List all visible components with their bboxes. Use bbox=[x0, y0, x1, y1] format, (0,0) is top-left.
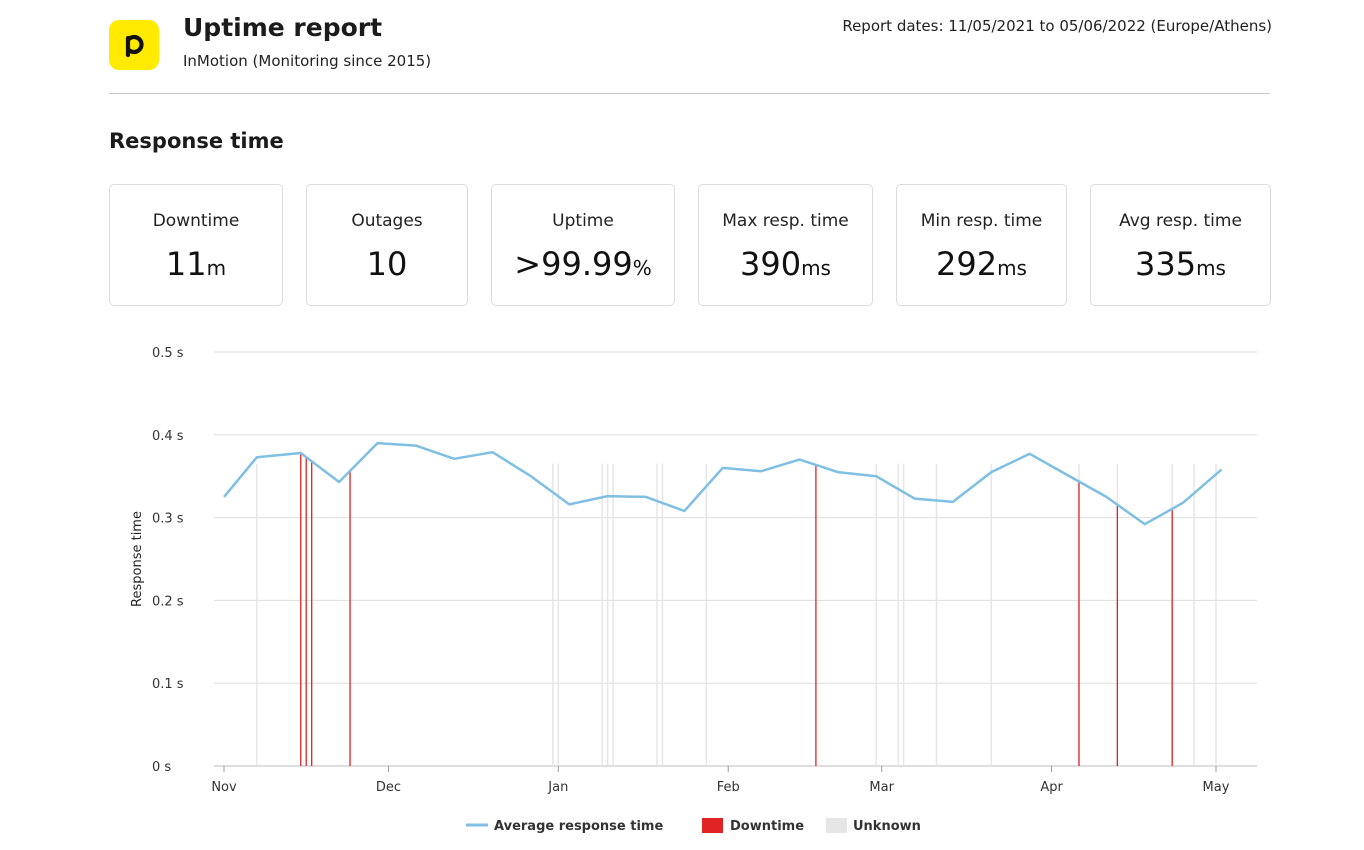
section-title: Response time bbox=[109, 129, 284, 153]
y-tick-label: 0.3 s bbox=[152, 512, 184, 527]
stat-label: Outages bbox=[351, 211, 423, 231]
stat-label: Min resp. time bbox=[920, 211, 1043, 231]
stat-card-uptime: Uptime >99.99% bbox=[491, 184, 675, 306]
stat-value: >99.99% bbox=[514, 245, 652, 283]
response-time-chart: 0 s 0.1 s 0.2 s 0.3 s 0.4 s 0.5 s Response tim… bbox=[130, 346, 1257, 834]
legend-label: Average response time bbox=[494, 819, 663, 834]
stat-label: Avg resp. time bbox=[1119, 211, 1242, 231]
stat-value: 292ms bbox=[936, 245, 1027, 283]
y-tick-label: 0 s bbox=[152, 760, 171, 775]
stat-unit: ms bbox=[1196, 256, 1226, 280]
series-line-average-response-time bbox=[223, 441, 1223, 526]
legend-label: Downtime bbox=[730, 819, 804, 834]
x-tick-label: Jan bbox=[547, 780, 568, 795]
y-tick-label: 0.5 s bbox=[152, 346, 184, 361]
app-logo bbox=[109, 20, 159, 70]
stat-card-downtime: Downtime 11m bbox=[109, 184, 283, 306]
stat-value: 335ms bbox=[1135, 245, 1226, 283]
stat-unit: % bbox=[632, 256, 652, 280]
x-tick-label: May bbox=[1203, 780, 1230, 795]
x-tick-label: Mar bbox=[869, 780, 894, 795]
stat-value: 390ms bbox=[740, 245, 831, 283]
y-axis-title: Response time bbox=[130, 511, 145, 607]
stat-label: Uptime bbox=[552, 211, 614, 231]
stat-label: Max resp. time bbox=[722, 211, 849, 231]
stat-card-max-resp: Max resp. time 390ms bbox=[698, 184, 873, 306]
header-divider bbox=[109, 93, 1270, 94]
x-tick-label: Apr bbox=[1040, 780, 1063, 795]
report-dates: Report dates: 11/05/2021 to 05/06/2022 (… bbox=[842, 17, 1272, 35]
stat-unit: m bbox=[206, 256, 227, 280]
report-title: Uptime report bbox=[183, 13, 383, 42]
x-tick-label: Nov bbox=[211, 780, 237, 795]
legend-swatch-unknown bbox=[826, 818, 847, 833]
stat-value: 10 bbox=[366, 245, 408, 283]
legend-label: Unknown bbox=[853, 819, 921, 834]
report-subtitle: InMotion (Monitoring since 2015) bbox=[183, 52, 432, 70]
logo-p-icon bbox=[125, 34, 144, 58]
legend-swatch-downtime bbox=[702, 818, 723, 833]
y-tick-label: 0.2 s bbox=[152, 594, 184, 609]
stat-value: 11m bbox=[165, 245, 227, 283]
stat-card-avg-resp: Avg resp. time 335ms bbox=[1090, 184, 1271, 306]
x-tick-label: Dec bbox=[376, 780, 401, 795]
stat-unit: ms bbox=[997, 256, 1027, 280]
x-tick-label: Feb bbox=[717, 780, 740, 795]
stat-card-outages: Outages 10 bbox=[306, 184, 468, 306]
stat-label: Downtime bbox=[152, 211, 240, 231]
stat-card-min-resp: Min resp. time 292ms bbox=[896, 184, 1067, 306]
stat-unit: ms bbox=[801, 256, 831, 280]
y-tick-label: 0.4 s bbox=[152, 429, 184, 444]
y-tick-label: 0.1 s bbox=[152, 677, 184, 692]
